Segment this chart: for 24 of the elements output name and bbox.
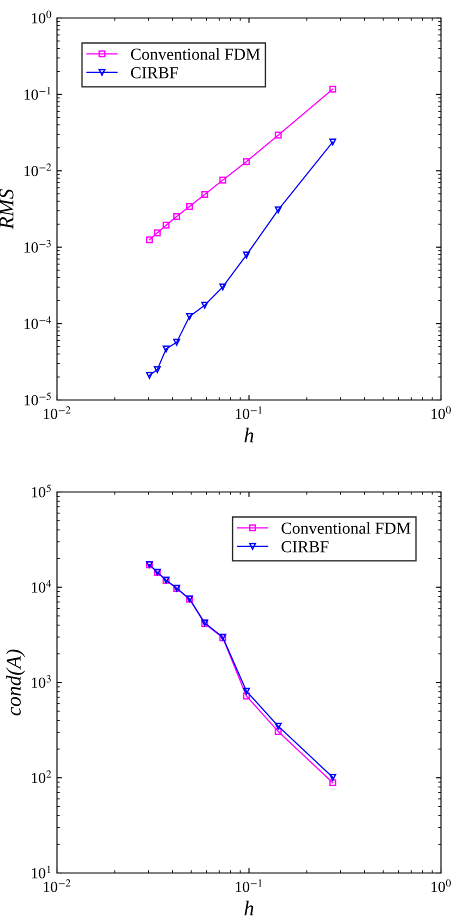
legend-label: Conventional FDM [131, 48, 260, 60]
y-tick-label: 10$^{−5}$ [24, 392, 51, 406]
x-tick-label: 10$^{−2}$ [44, 406, 70, 420]
x-tick-label: 10$^{−1}$ [236, 879, 262, 892]
x-axis-title: h [244, 900, 254, 916]
y-tick-label: 10$^{0}$ [32, 10, 52, 24]
y-tick-label: 10$^{−1}$ [24, 87, 50, 100]
y-axis-title: cond(A) [6, 650, 26, 716]
legend-label: CIRBF [131, 67, 178, 78]
x-axis-title: h [244, 428, 254, 442]
legend-label: CIRBF [282, 541, 328, 552]
y-tick-label: 10$^{1}$ [32, 866, 50, 878]
y-tick-label: 10$^{−3}$ [24, 240, 51, 253]
y-tick-label: 10$^{2}$ [32, 770, 52, 784]
y-tick-label: 10$^{5}$ [32, 484, 51, 498]
x-tick-label: 10$^{−2}$ [44, 879, 70, 892]
y-tick-label: 10$^{3}$ [32, 675, 51, 688]
y-tick-label: 10$^{−4}$ [24, 316, 52, 329]
x-tick-label: 10$^{0}$ [432, 406, 451, 420]
y-tick-label: 10$^{−2}$ [24, 163, 52, 176]
legend-label: Conventional FDM [282, 522, 411, 534]
y-tick-label: 10$^{4}$ [32, 580, 52, 593]
x-tick-label: 10$^{0}$ [432, 879, 451, 892]
x-tick-label: 10$^{−1}$ [236, 406, 262, 420]
